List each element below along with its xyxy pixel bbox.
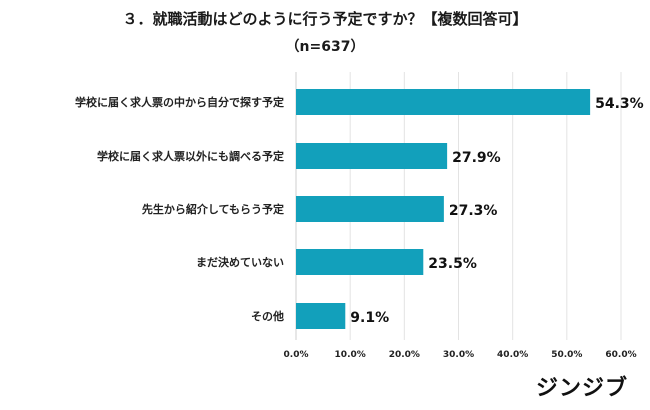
category-label: 先生から紹介してもらう予定 bbox=[142, 202, 284, 216]
x-tick-label: 10.0% bbox=[335, 350, 366, 360]
x-tick-label: 20.0% bbox=[389, 350, 420, 360]
category-label: まだ決めていない bbox=[196, 255, 284, 269]
brand-logo: ジンジブ bbox=[535, 376, 628, 401]
chart-subtitle: （n=637） bbox=[285, 39, 365, 55]
bar bbox=[296, 89, 591, 115]
bar bbox=[296, 143, 448, 169]
x-tick-label: 40.0% bbox=[497, 350, 528, 360]
bar bbox=[296, 196, 444, 222]
x-tick-label: 0.0% bbox=[284, 350, 309, 360]
category-label: その他 bbox=[251, 309, 284, 323]
x-tick-label: 50.0% bbox=[551, 350, 582, 360]
data-label: 54.3% bbox=[595, 96, 644, 112]
bar bbox=[296, 249, 424, 275]
x-tick-label: 30.0% bbox=[443, 350, 474, 360]
chart-title: ３．就職活動はどのように行う予定ですか？【複数回答可】 bbox=[122, 10, 528, 28]
category-label: 学校に届く求人票の中から自分で探す予定 bbox=[75, 95, 284, 109]
category-label: 学校に届く求人票以外にも調べる予定 bbox=[97, 149, 284, 163]
data-label: 27.9% bbox=[452, 150, 501, 166]
data-label: 23.5% bbox=[428, 256, 477, 272]
x-tick-label: 60.0% bbox=[605, 350, 636, 360]
data-label: 9.1% bbox=[350, 310, 389, 326]
data-label: 27.3% bbox=[449, 203, 498, 219]
bar bbox=[296, 303, 346, 329]
